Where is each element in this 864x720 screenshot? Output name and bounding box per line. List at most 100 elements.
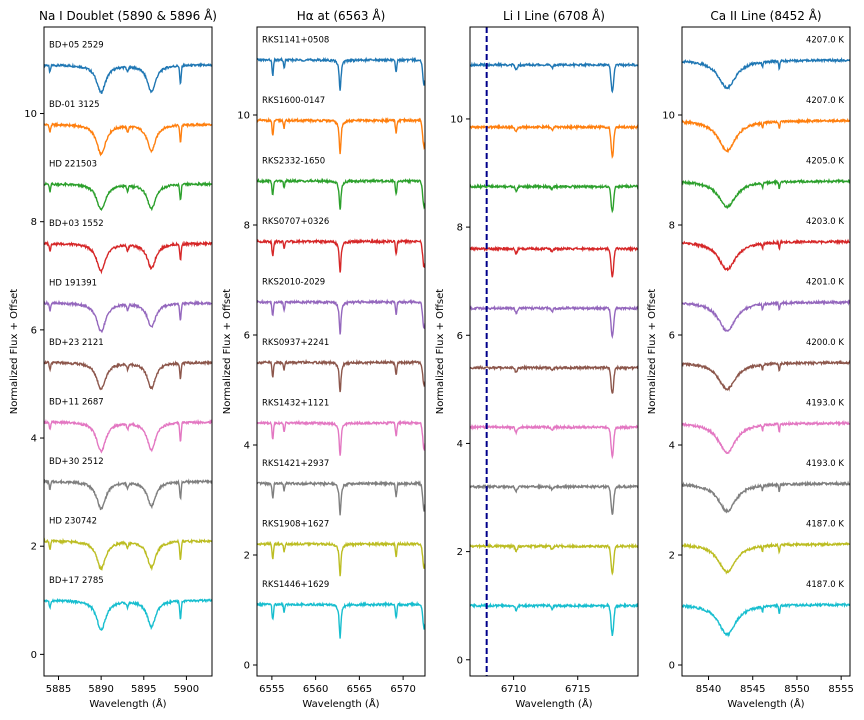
x-tick-label: 6560 — [303, 684, 328, 695]
series-annotation: RKS1432+1121 — [262, 398, 329, 408]
series-annotation: RKS0707+0326 — [262, 217, 329, 227]
x-tick-label: 6570 — [390, 684, 415, 695]
chart-title: Li I Line (6708 Å) — [503, 8, 605, 23]
spectrum-line — [44, 359, 212, 391]
y-tick-label: 6 — [669, 331, 675, 342]
spectrum-line — [682, 359, 850, 392]
spectrum-line — [682, 541, 850, 575]
spectrum-line — [257, 116, 425, 155]
spectrum-line — [682, 299, 850, 332]
spectrum-line — [44, 62, 212, 95]
x-tick-label: 5900 — [174, 684, 199, 695]
spectrum-line — [470, 245, 638, 278]
spectrum-line — [470, 602, 638, 637]
x-axis-label: Wavelength (Å) — [727, 697, 804, 710]
series-annotation: RKS1446+1629 — [262, 580, 329, 590]
x-tick-label: 8545 — [740, 684, 765, 695]
x-axis-label: Wavelength (Å) — [515, 697, 592, 710]
series-annotation: 4187.0 K — [806, 519, 844, 529]
spectrum-line — [682, 178, 850, 210]
series-annotation: BD+23 2121 — [49, 338, 104, 348]
y-tick-label: 2 — [669, 551, 675, 562]
spectrum-line — [44, 597, 212, 632]
x-tick-label: 5895 — [131, 684, 156, 695]
spectrum-line — [257, 540, 425, 577]
spectrum-line — [470, 123, 638, 159]
series-annotation: 4187.0 K — [806, 580, 844, 590]
spectrum-line — [470, 304, 638, 340]
spectrum-line — [257, 419, 425, 456]
axes-frame — [681, 26, 851, 677]
series-annotation: 4205.0 K — [806, 156, 844, 166]
series-annotation: HD 221503 — [49, 159, 97, 169]
x-tick-label: 8540 — [696, 684, 721, 695]
y-tick-label: 4 — [669, 441, 675, 452]
series-annotation: BD+03 1552 — [49, 219, 104, 229]
spectrum-line — [682, 419, 850, 455]
series-annotation: 4207.0 K — [806, 96, 844, 106]
spectrum-line — [470, 542, 638, 576]
spectrum-line — [257, 238, 425, 273]
series-annotation: 4193.0 K — [806, 398, 844, 408]
axes-frame — [469, 26, 639, 677]
x-axis-label: Wavelength (Å) — [89, 697, 166, 710]
spectrum-line — [682, 56, 850, 91]
panel-4: 4207.0 K 4207.0 K 4205.0 K 4203.0 K 4201.0 K… — [647, 8, 854, 710]
chart-title: Na I Doublet (5890 & 5896 Å) — [39, 8, 217, 23]
spectrum-line — [44, 180, 212, 212]
y-tick-label: 4 — [244, 441, 250, 452]
y-tick-label: 10 — [450, 114, 463, 125]
y-axis-label: Normalized Flux + Offset — [9, 289, 20, 415]
series-annotation: 4201.0 K — [806, 277, 844, 287]
y-tick-label: 2 — [457, 547, 463, 558]
series-annotation: BD+11 2687 — [49, 397, 104, 407]
spectrum-line — [44, 478, 212, 511]
x-tick-label: 6565 — [347, 684, 372, 695]
y-tick-label: 8 — [31, 217, 37, 228]
y-tick-label: 2 — [31, 542, 37, 553]
series-annotation: 4203.0 K — [806, 217, 844, 227]
spectrum-line — [470, 182, 638, 214]
x-tick-label: 6710 — [501, 684, 526, 695]
y-tick-label: 10 — [237, 111, 250, 122]
spectrum-line — [44, 240, 212, 275]
spectrum-line — [470, 61, 638, 94]
series-annotation: RKS1421+2937 — [262, 459, 329, 469]
series-annotation: RKS1908+1627 — [262, 519, 329, 529]
y-tick-label: 0 — [31, 650, 37, 661]
spectrum-line — [257, 600, 425, 639]
y-tick-label: 10 — [24, 109, 37, 120]
y-tick-label: 4 — [457, 439, 463, 450]
series-annotation: HD 230742 — [49, 516, 97, 526]
series-annotation: RKS1600-0147 — [262, 96, 325, 106]
panel-1: BD+05 2529 BD-01 3125 HD 221503 BD+03 1552 H… — [9, 8, 217, 710]
x-tick-label: 6555 — [259, 684, 284, 695]
y-axis-label: Normalized Flux + Offset — [435, 289, 446, 415]
spectrum-line — [470, 483, 638, 515]
x-tick-label: 8550 — [784, 684, 809, 695]
series-annotation: 4200.0 K — [806, 338, 844, 348]
y-axis-label: Normalized Flux + Offset — [647, 289, 658, 415]
axes-frame — [256, 26, 426, 677]
spectrum-line — [257, 298, 425, 335]
series-annotation: RKS1141+0508 — [262, 35, 329, 45]
y-tick-label: 8 — [669, 221, 675, 232]
y-tick-label: 4 — [31, 434, 37, 445]
y-tick-label: 2 — [244, 551, 250, 562]
axes-frame — [43, 26, 213, 677]
series-annotation: RKS2332-1650 — [262, 156, 325, 166]
y-axis-label: Normalized Flux + Offset — [222, 289, 233, 415]
y-tick-label: 6 — [31, 325, 37, 336]
spectrum-line — [682, 238, 850, 272]
spectrum-line — [470, 363, 638, 395]
x-axis-label: Wavelength (Å) — [302, 697, 379, 710]
spectrum-line — [257, 177, 425, 210]
x-tick-label: 8555 — [828, 684, 853, 695]
y-tick-label: 0 — [669, 661, 675, 672]
y-tick-label: 8 — [244, 221, 250, 232]
y-tick-label: 6 — [244, 331, 250, 342]
spectrum-line — [44, 121, 212, 157]
series-annotation: 4193.0 K — [806, 459, 844, 469]
spectrum-line — [257, 480, 425, 516]
x-tick-label: 6715 — [565, 684, 590, 695]
